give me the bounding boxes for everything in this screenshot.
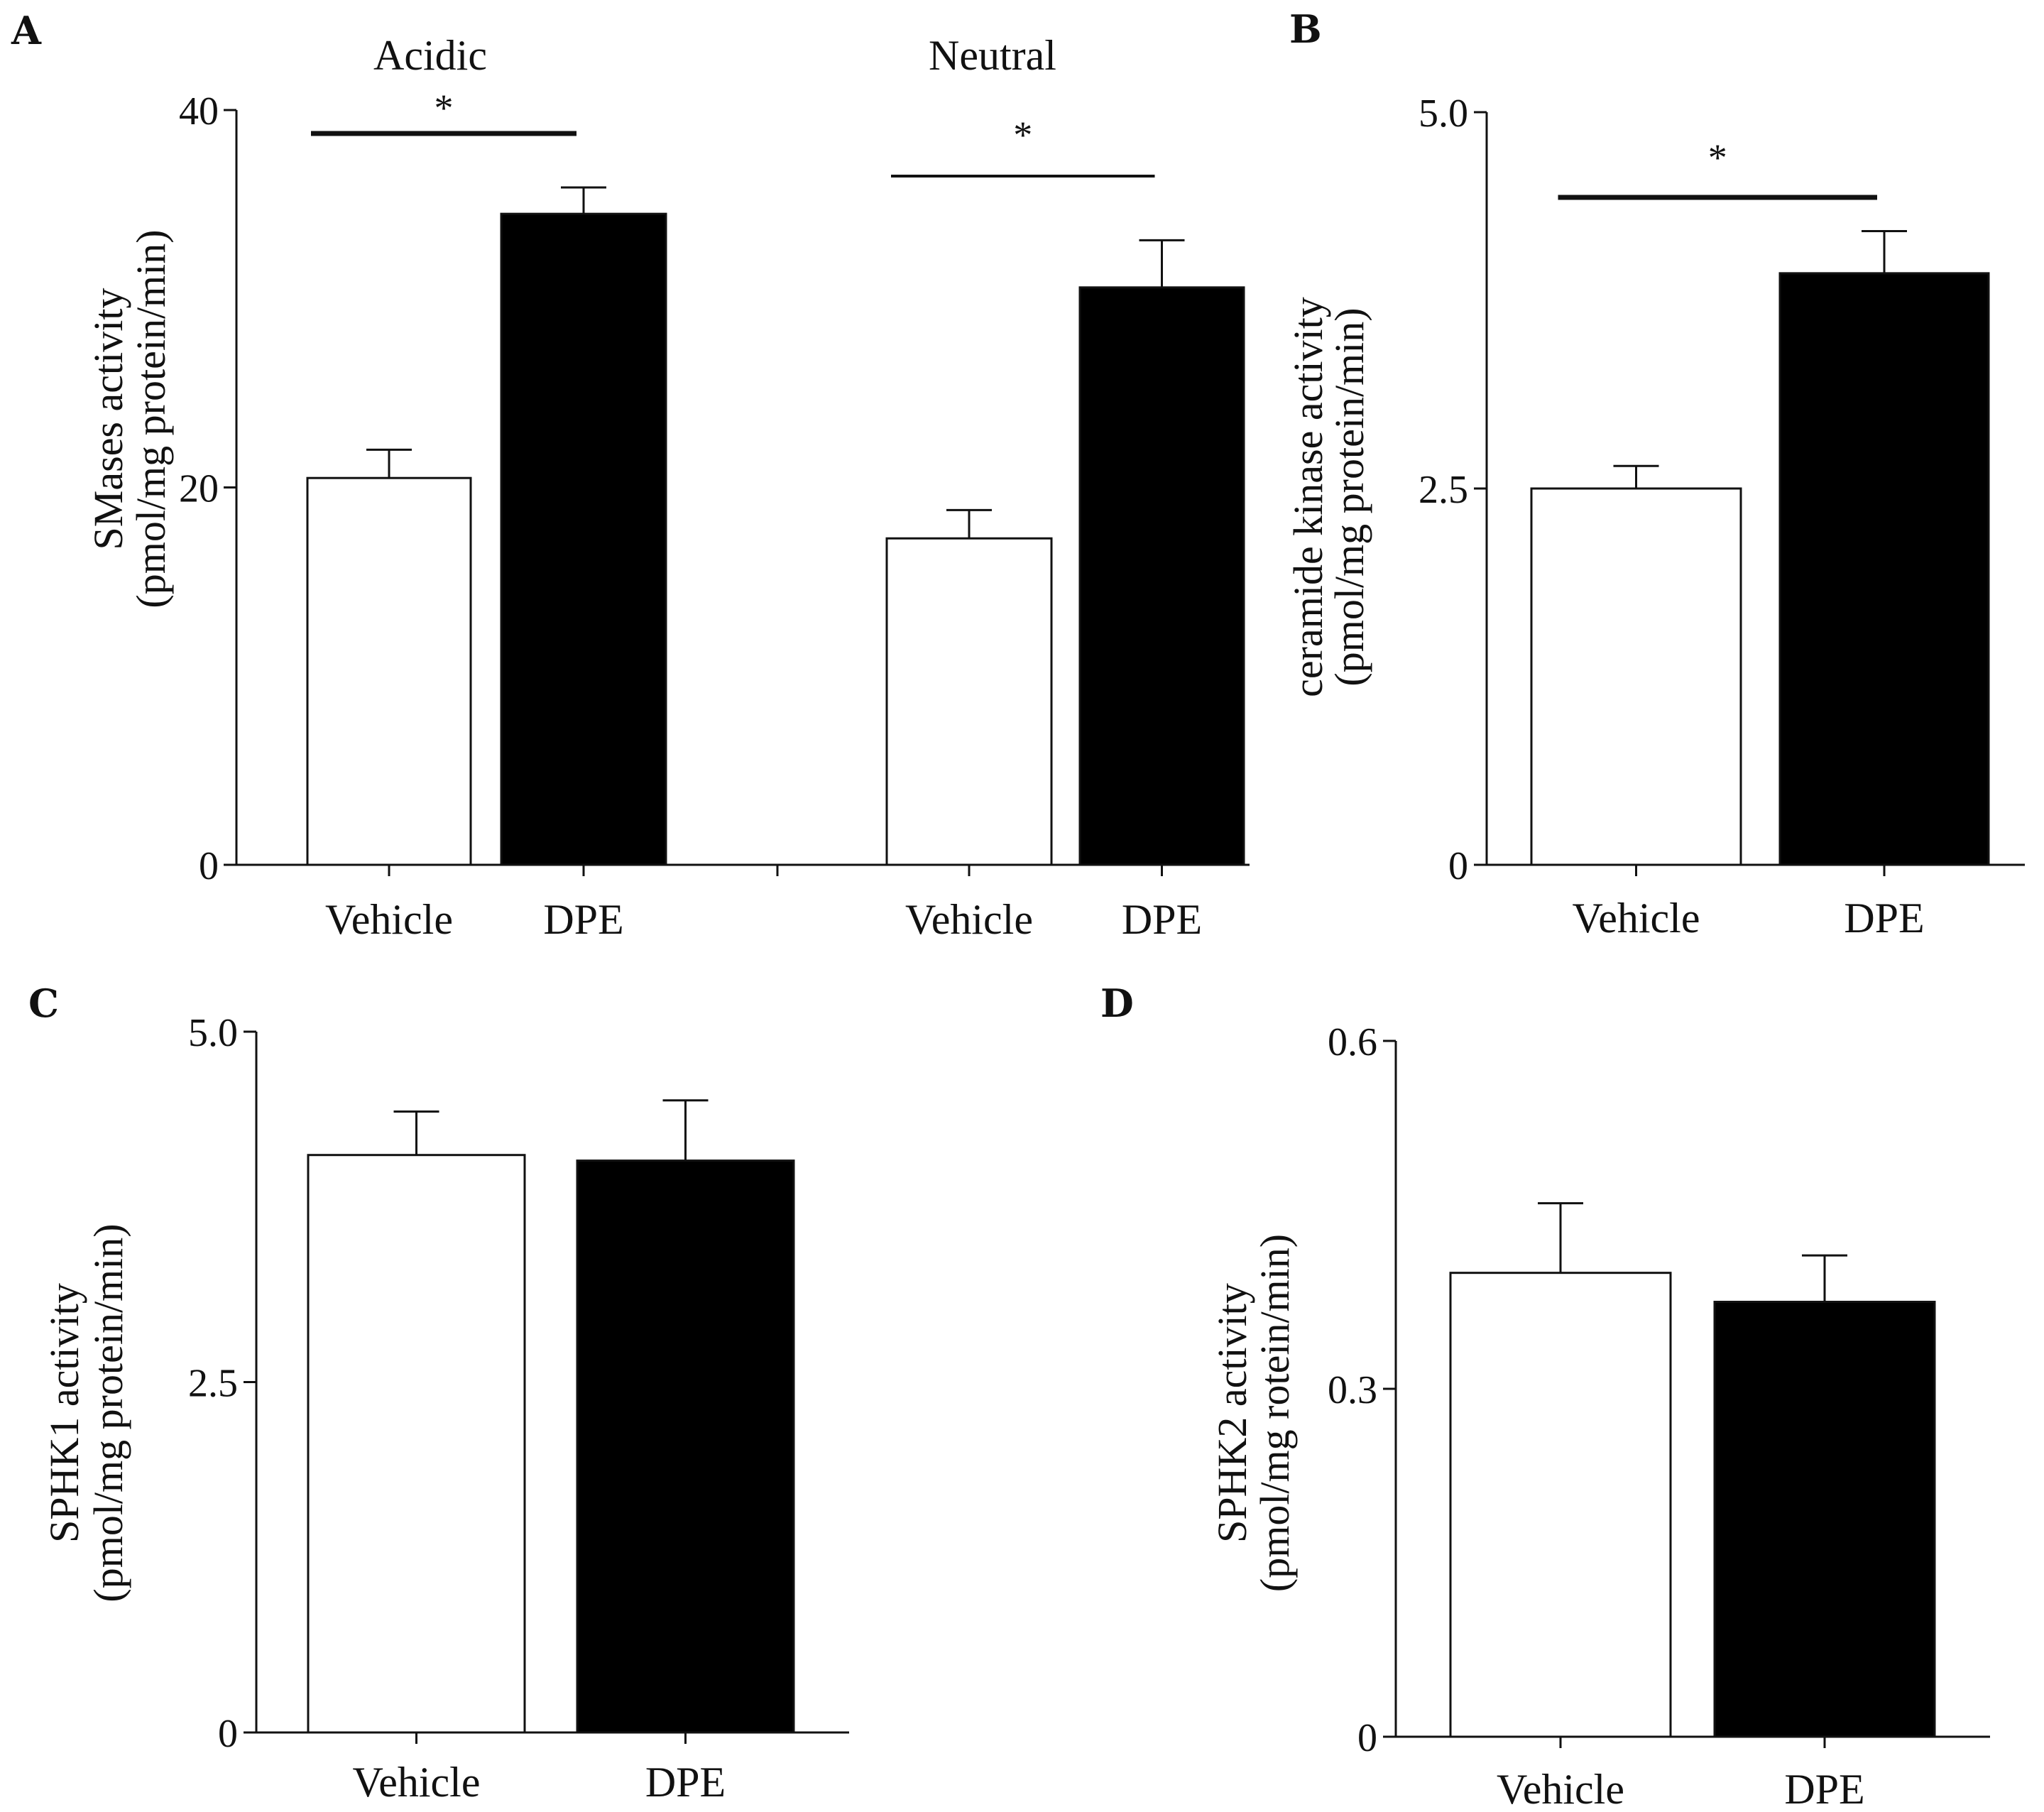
panel-letter-b: B	[1289, 6, 1322, 52]
y-axis-title-a: SMases activity	[85, 288, 131, 550]
y-tick-label-b-0: 0	[1448, 844, 1468, 888]
x-label-a-neutral-vehicle: Vehicle	[905, 896, 1033, 943]
bar-b-vehicle	[1530, 487, 1742, 866]
y-tick-label-c-0: 0	[218, 1712, 238, 1756]
y-axis-title-c: SPHK1 activity	[41, 1283, 87, 1543]
y-axis-title-b: ceramide kinase activity	[1285, 297, 1331, 697]
y-tick-label-d-0: 0	[1357, 1716, 1377, 1760]
y-axis-title-d: SPHK2 activity	[1209, 1283, 1255, 1543]
y-tick-label-b-2: 5.0	[1419, 92, 1468, 136]
x-label-c-dpe: DPE	[645, 1759, 726, 1806]
significance-star-b: *	[1708, 136, 1727, 179]
bar-c-dpe	[576, 1159, 795, 1734]
bar-c-vehicle	[307, 1154, 526, 1734]
y-axis-title-units-b: (pmol/mg protein/min)	[1326, 307, 1372, 686]
panel-letter-d: D	[1100, 981, 1134, 1026]
x-label-c-vehicle: Vehicle	[353, 1759, 481, 1806]
y-tick-label-c-1: 2.5	[188, 1362, 238, 1406]
bar-a-acidic-dpe	[500, 212, 667, 866]
group-label-a-acidic: Acidic	[373, 32, 487, 79]
y-tick-label-d-2: 0.6	[1328, 1020, 1377, 1064]
bar-d-vehicle	[1449, 1272, 1672, 1738]
significance-star-a-neutral: *	[1013, 114, 1032, 156]
y-tick-label-a-0: 0	[199, 844, 219, 888]
x-label-b-vehicle: Vehicle	[1573, 895, 1700, 942]
x-label-a-acidic-vehicle: Vehicle	[325, 896, 453, 943]
y-tick-label-c-2: 5.0	[188, 1011, 238, 1055]
y-axis-title-units-a: (pmol/mg protein/min)	[128, 229, 174, 608]
bar-d-dpe	[1713, 1301, 1936, 1738]
bar-a-neutral-dpe	[1078, 286, 1245, 866]
x-label-d-dpe: DPE	[1784, 1766, 1864, 1812]
bar-a-neutral-vehicle	[885, 537, 1053, 866]
y-tick-label-b-1: 2.5	[1419, 468, 1468, 512]
y-axis-title-units-d: (pmol/mg rotein/min)	[1252, 1234, 1298, 1592]
y-tick-label-a-2: 40	[179, 89, 219, 133]
x-label-b-dpe: DPE	[1844, 895, 1924, 942]
bar-a-acidic-vehicle	[306, 476, 472, 866]
y-axis-title-units-c: (pmol/mg protein/min)	[85, 1223, 131, 1602]
panel-letter-a: A	[11, 8, 42, 53]
bar-b-dpe	[1778, 272, 1990, 866]
y-tick-label-a-1: 20	[179, 467, 219, 511]
panel-letter-c: C	[28, 981, 59, 1026]
x-label-a-acidic-dpe: DPE	[543, 896, 623, 943]
x-label-a-neutral-dpe: DPE	[1122, 896, 1202, 943]
significance-star-a-acidic: *	[435, 87, 454, 129]
group-label-a-neutral: Neutral	[929, 32, 1056, 79]
y-tick-label-d-1: 0.3	[1328, 1368, 1377, 1412]
x-label-d-vehicle: Vehicle	[1497, 1766, 1624, 1812]
